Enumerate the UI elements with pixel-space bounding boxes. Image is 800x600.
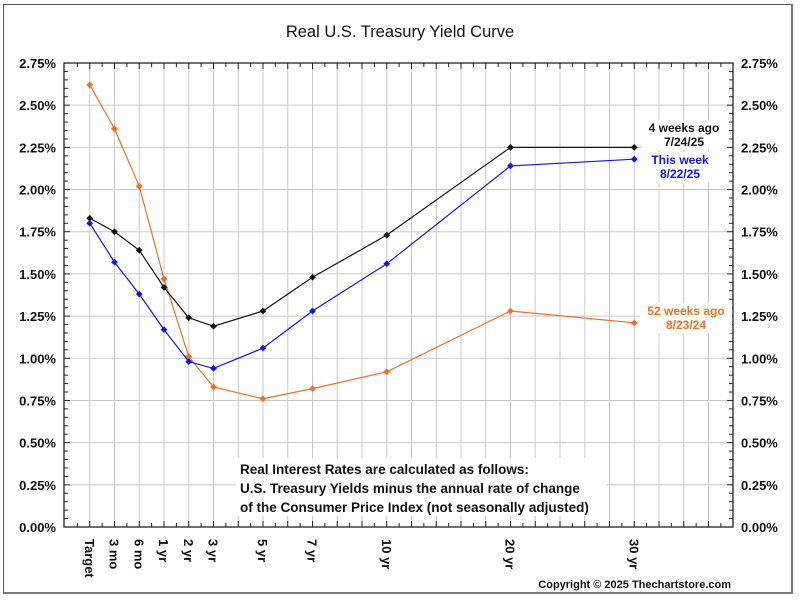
data-point [86, 219, 94, 227]
x-tick-label: 30 yr [626, 539, 641, 569]
data-point [383, 368, 391, 376]
data-point [160, 326, 168, 333]
series-52-weeks-ago [86, 81, 638, 403]
x-tick-label: Target [82, 539, 97, 578]
label-background [640, 303, 732, 333]
data-point [309, 273, 316, 281]
y-tick-label-left: 2.50% [19, 98, 56, 113]
annotation-line: of the Consumer Price Index (not seasona… [240, 500, 589, 515]
y-tick-label-left: 0.50% [19, 436, 56, 451]
x-tick-label: 10 yr [379, 539, 394, 569]
data-point [630, 155, 638, 163]
data-point [135, 290, 143, 298]
y-axis-left: 0.00% 0.25% 0.50% 0.75% 1.00% 1.25% 1.50% 1.75%… [19, 56, 56, 535]
data-point [111, 125, 118, 133]
y-tick-label-right: 0.00% [741, 520, 778, 535]
annotation-line: Real Interest Rates are calculated as fo… [240, 462, 529, 477]
data-point [86, 214, 94, 222]
annotation-note: Real Interest Rates are calculated as fo… [236, 458, 606, 516]
data-point [383, 231, 391, 239]
data-point [86, 81, 94, 89]
x-tick-label: 5 yr [255, 539, 270, 562]
data-point [259, 307, 267, 315]
data-point [259, 395, 267, 403]
data-point [210, 322, 217, 330]
x-tick-label: 3 yr [206, 539, 221, 562]
x-tick-label: 20 yr [503, 539, 518, 569]
series-group [86, 81, 638, 403]
y-tick-label-right: 2.00% [741, 183, 778, 198]
y-tick-label-left: 2.75% [19, 56, 56, 71]
series-label-date: 8/23/24 [666, 318, 706, 332]
data-point [309, 385, 316, 393]
y-tick-label-right: 2.25% [741, 140, 778, 155]
data-point [507, 307, 514, 315]
data-point [111, 228, 118, 236]
data-point [507, 162, 514, 170]
y-tick-label-right: 0.75% [741, 393, 778, 408]
data-point [185, 358, 193, 366]
data-point [135, 246, 143, 254]
chart-title: Real U.S. Treasury Yield Curve [286, 23, 514, 41]
y-tick-label-left: 2.25% [19, 140, 56, 155]
y-tick-label-right: 1.75% [741, 225, 778, 240]
y-tick-label-right: 1.50% [741, 267, 778, 282]
data-point [309, 307, 316, 315]
y-tick-label-left: 1.00% [19, 351, 56, 366]
data-point [135, 182, 143, 190]
series-label-name: This week [651, 153, 709, 167]
y-tick-label-right: 1.00% [741, 351, 778, 366]
y-tick-label-left: 0.00% [19, 520, 56, 535]
series-label-date: 8/22/25 [660, 167, 700, 181]
y-tick-label-left: 0.25% [19, 478, 56, 493]
data-point [210, 364, 217, 372]
y-tick-label-right: 0.25% [741, 478, 778, 493]
data-point [259, 344, 267, 352]
x-tick-label: 3 mo [107, 539, 122, 569]
data-point [507, 143, 514, 151]
label-background [644, 152, 716, 182]
data-point [210, 383, 217, 391]
y-tick-label-right: 0.50% [741, 436, 778, 451]
plot-area [63, 62, 734, 528]
y-tick-label-left: 1.75% [19, 225, 56, 240]
x-tick-label: 7 yr [305, 539, 320, 562]
y-tick-label-right: 1.25% [741, 309, 778, 324]
x-axis: Target 3 mo 6 mo 1 yr 2 yr 3 yr 5 yr 7 yr 10 yr 2… [82, 539, 642, 578]
y-tick-label-right: 2.75% [741, 56, 778, 71]
grid-lines [64, 63, 733, 527]
y-tick-label-left: 2.00% [19, 183, 56, 198]
x-tick-label: 2 yr [181, 539, 196, 562]
series-label-name: 4 weeks ago [649, 121, 720, 135]
data-point [111, 258, 118, 266]
data-point [185, 353, 193, 360]
data-point [630, 143, 638, 151]
series-this-week [86, 155, 638, 372]
y-tick-label-right: 2.50% [741, 98, 778, 113]
annotation-line: U.S. Treasury Yields minus the annual ra… [240, 481, 580, 496]
label-background [641, 120, 727, 150]
data-point [630, 319, 638, 327]
x-tick-label: 6 mo [131, 539, 146, 569]
y-tick-label-left: 1.25% [19, 309, 56, 324]
data-point [160, 284, 168, 291]
data-point [185, 314, 193, 322]
series-label-date: 7/24/25 [664, 135, 704, 149]
note-background [236, 458, 606, 516]
chart-frame [3, 4, 793, 594]
copyright-text: Copyright © 2025 Thechartstore.com [538, 579, 731, 591]
x-tick-label: 1 yr [156, 539, 171, 562]
series-label-name: 52 weeks ago [647, 304, 724, 318]
data-point [383, 260, 391, 268]
y-tick-label-left: 0.75% [19, 393, 56, 408]
data-point [160, 275, 168, 283]
y-axis-right: 0.00% 0.25% 0.50% 0.75% 1.00% 1.25% 1.50% 1.75%… [741, 56, 778, 535]
series-4-weeks-ago [86, 143, 638, 330]
y-tick-label-left: 1.50% [19, 267, 56, 282]
